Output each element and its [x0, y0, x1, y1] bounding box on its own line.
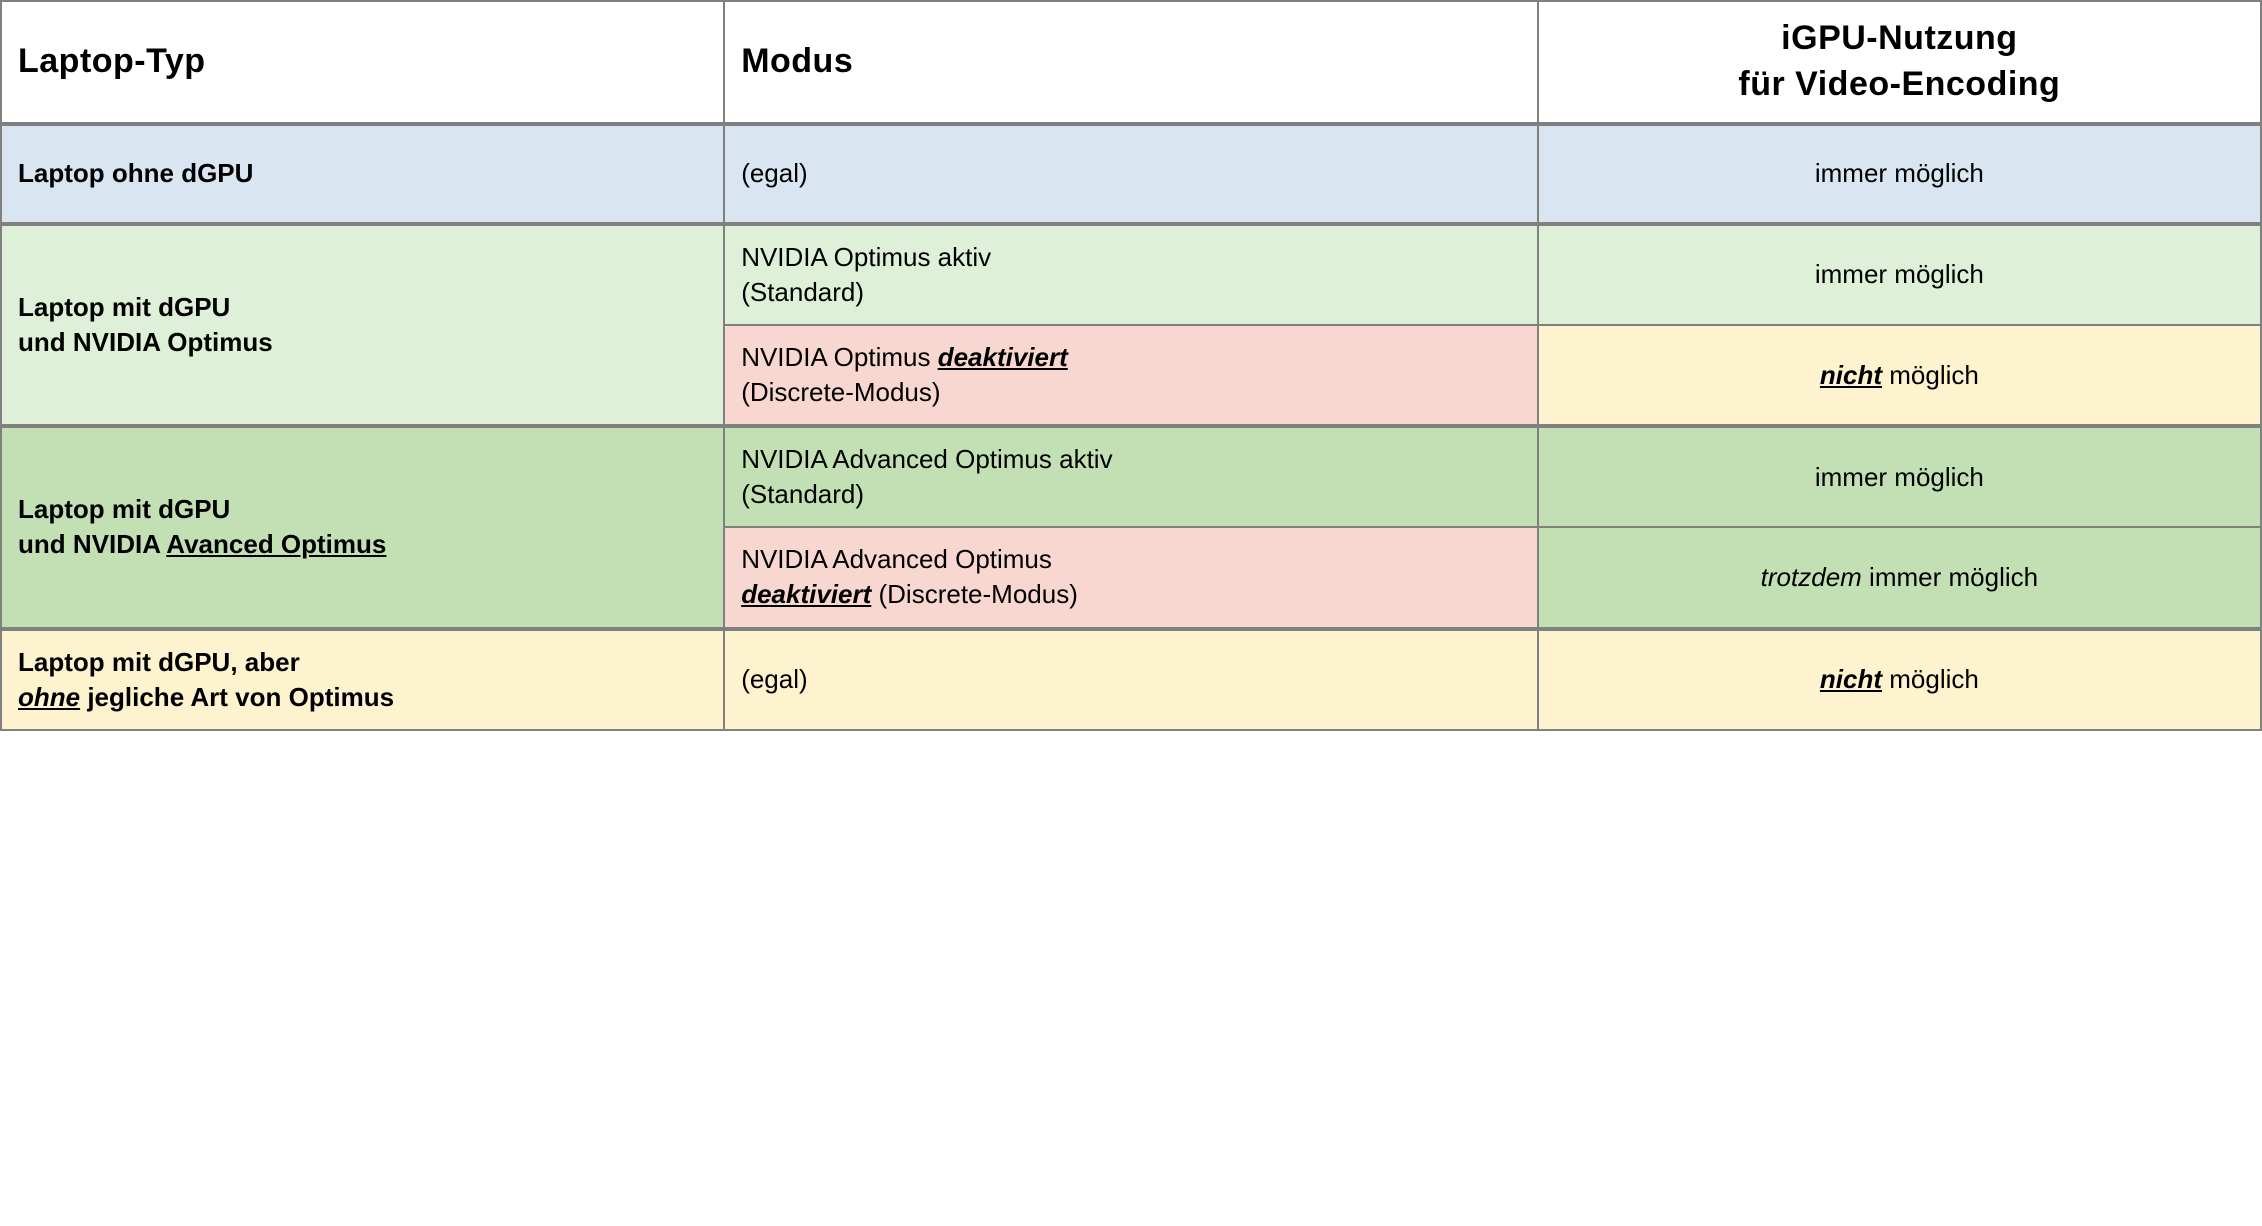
modus-line2: (Discrete-Modus)	[741, 375, 1521, 410]
modus-text: (egal)	[741, 156, 1521, 191]
em-ohne: ohne	[18, 682, 80, 712]
em-deaktiviert: deaktiviert	[741, 579, 871, 609]
header-text: Laptop-Typ	[18, 39, 707, 85]
modus-line1: NVIDIA Optimus deaktiviert	[741, 340, 1521, 375]
result-no-optimus: nicht möglich	[1539, 631, 2262, 731]
result-optimus-active: immer möglich	[1539, 226, 2262, 326]
ul-advanced: Avanced Optimus	[166, 529, 386, 559]
result-no-dgpu: immer möglich	[1539, 126, 2262, 226]
em-deaktiviert: deaktiviert	[938, 342, 1068, 372]
modus-line2: (Standard)	[741, 477, 1521, 512]
header-text-line1: iGPU-Nutzung	[1781, 16, 2017, 62]
row-label-optimus: Laptop mit dGPU und NVIDIA Optimus	[2, 226, 725, 428]
modus-optimus-off: NVIDIA Optimus deaktiviert (Discrete-Mod…	[725, 326, 1539, 428]
modus-no-optimus: (egal)	[725, 631, 1539, 731]
row-label-adv-optimus: Laptop mit dGPU und NVIDIA Avanced Optim…	[2, 428, 725, 630]
gpu-table: Laptop-Typ Modus iGPU-Nutzung für Video-…	[0, 0, 2262, 731]
result-adv-off: trotzdem immer möglich	[1539, 528, 2262, 630]
result-text: nicht möglich	[1820, 358, 1979, 393]
result-adv-active: immer möglich	[1539, 428, 2262, 528]
modus-optimus-active: NVIDIA Optimus aktiv (Standard)	[725, 226, 1539, 326]
modus-line2: (Standard)	[741, 275, 1521, 310]
modus-line1: NVIDIA Advanced Optimus	[741, 542, 1521, 577]
modus-line2: deaktiviert (Discrete-Modus)	[741, 577, 1521, 612]
header-modus: Modus	[725, 2, 1539, 126]
label-line1: Laptop mit dGPU, aber	[18, 645, 707, 680]
row-label-no-optimus: Laptop mit dGPU, aber ohne jegliche Art …	[2, 631, 725, 731]
em-nicht: nicht	[1820, 360, 1882, 390]
row-label-no-dgpu: Laptop ohne dGPU	[2, 126, 725, 226]
result-text: immer möglich	[1815, 460, 1984, 495]
label-line1: Laptop mit dGPU	[18, 492, 707, 527]
modus-line1: NVIDIA Advanced Optimus aktiv	[741, 442, 1521, 477]
modus-adv-off: NVIDIA Advanced Optimus deaktiviert (Dis…	[725, 528, 1539, 630]
result-text: immer möglich	[1815, 257, 1984, 292]
result-text: nicht möglich	[1820, 662, 1979, 697]
it-trotzdem: trotzdem	[1761, 562, 1862, 592]
modus-no-dgpu: (egal)	[725, 126, 1539, 226]
header-laptop-typ: Laptop-Typ	[2, 2, 725, 126]
result-text: trotzdem immer möglich	[1761, 560, 2038, 595]
modus-text: (egal)	[741, 662, 1521, 697]
em-nicht: nicht	[1820, 664, 1882, 694]
label-line2: und NVIDIA Avanced Optimus	[18, 527, 707, 562]
label-line2: ohne jegliche Art von Optimus	[18, 680, 707, 715]
result-text: immer möglich	[1815, 156, 1984, 191]
label-line2: und NVIDIA Optimus	[18, 325, 707, 360]
label-line1: Laptop mit dGPU	[18, 290, 707, 325]
result-optimus-off: nicht möglich	[1539, 326, 2262, 428]
header-text: Modus	[741, 39, 1521, 85]
header-igpu: iGPU-Nutzung für Video-Encoding	[1539, 2, 2262, 126]
header-text-line2: für Video-Encoding	[1738, 62, 2060, 108]
label-text: Laptop ohne dGPU	[18, 156, 707, 191]
modus-line1: NVIDIA Optimus aktiv	[741, 240, 1521, 275]
modus-adv-active: NVIDIA Advanced Optimus aktiv (Standard)	[725, 428, 1539, 528]
